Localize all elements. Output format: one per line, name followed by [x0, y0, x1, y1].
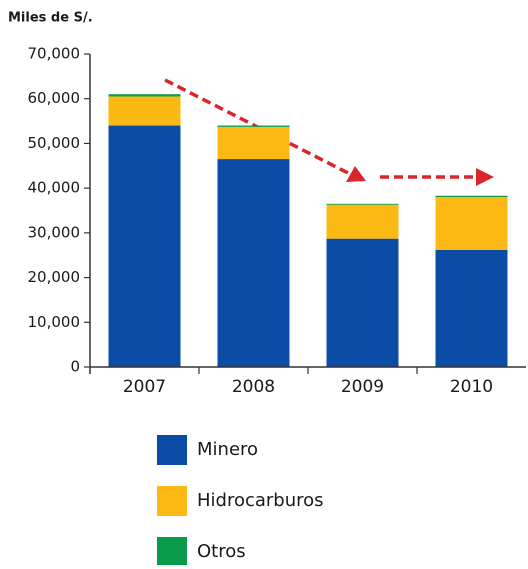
bar-segment [108, 96, 181, 126]
y-tick-label: 40,000 [28, 179, 81, 197]
y-tick-label: 30,000 [28, 223, 81, 241]
y-tick-label: 70,000 [28, 45, 81, 63]
legend-label: Hidrocarburos [197, 490, 324, 511]
arrowhead [346, 166, 366, 182]
y-tick-label: 50,000 [28, 134, 81, 152]
bar-segment [217, 126, 290, 160]
bar-segment [326, 238, 399, 367]
chart-title: Miles de S/. [8, 11, 93, 26]
trend-arrows [164, 78, 494, 186]
bar-segment [435, 249, 508, 367]
legend-swatch [157, 537, 187, 567]
x-tick-label: 2009 [341, 377, 384, 397]
bar-segment [108, 125, 181, 368]
y-tick-label: 20,000 [28, 268, 81, 286]
y-tick-label: 0 [70, 358, 80, 376]
y-tick-label: 60,000 [28, 89, 81, 107]
arrowhead [476, 168, 494, 186]
legend-swatch [157, 486, 187, 516]
x-tick-label: 2007 [123, 377, 166, 397]
legend-swatch [157, 435, 187, 465]
bar-segment [326, 203, 399, 205]
bar-segment [326, 204, 399, 239]
bar-segment [217, 125, 290, 127]
bar-segment [435, 195, 508, 198]
bar-segment [217, 159, 290, 367]
legend-label: Otros [197, 541, 246, 562]
legend-label: Minero [197, 439, 258, 460]
x-tick-label: 2008 [232, 377, 275, 397]
y-tick-label: 10,000 [28, 313, 81, 331]
bar-segment [435, 197, 508, 250]
bar-segment [108, 94, 181, 97]
x-tick-label: 2010 [450, 377, 493, 397]
